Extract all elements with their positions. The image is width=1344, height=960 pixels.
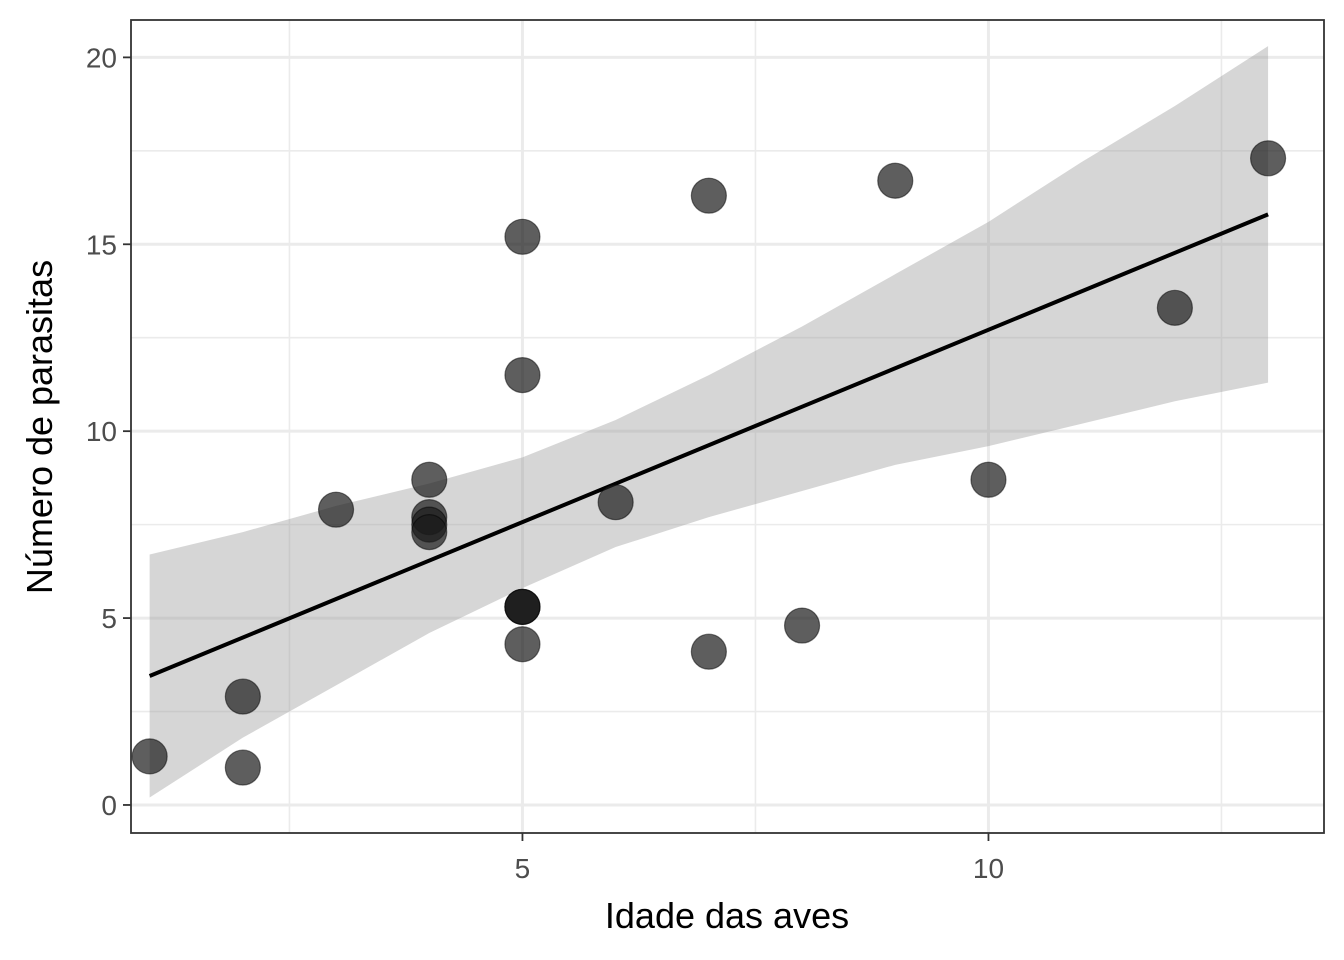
data-point	[131, 738, 168, 775]
data-point	[877, 162, 914, 199]
data-point	[317, 491, 355, 528]
data-point	[690, 177, 727, 214]
major-gridlines	[131, 20, 1324, 833]
plot-panel-border	[130, 19, 1325, 834]
x-axis: 5 10	[515, 833, 1004, 884]
y-tick-label: 0	[101, 790, 117, 821]
y-tick-label: 5	[101, 603, 117, 634]
data-point	[783, 607, 821, 644]
data-point	[1156, 289, 1193, 326]
regression-line	[148, 212, 1269, 678]
y-tick-label: 20	[86, 42, 117, 73]
plot-panel-background	[131, 20, 1324, 833]
data-point	[411, 461, 448, 498]
data-points	[131, 140, 1287, 786]
data-point	[504, 218, 541, 255]
x-axis-title: Idade das aves	[605, 895, 849, 936]
data-point	[504, 588, 541, 625]
y-axis-title: Número de parasitas	[19, 260, 60, 594]
data-point	[224, 678, 261, 715]
confidence-ribbon	[149, 46, 1269, 798]
data-point	[690, 633, 727, 670]
data-point	[504, 357, 541, 394]
y-tick-label: 10	[86, 416, 117, 447]
data-point	[597, 484, 634, 521]
data-point	[970, 461, 1007, 498]
regression-line-segment	[148, 212, 1269, 678]
data-point	[504, 626, 541, 663]
data-point	[224, 749, 261, 786]
y-tick-label: 15	[86, 229, 117, 260]
y-axis: 0 5 10 15 20	[86, 42, 131, 821]
data-point	[411, 513, 448, 551]
x-tick-label: 10	[973, 853, 1004, 884]
data-point	[1249, 140, 1287, 177]
x-tick-label: 5	[515, 853, 531, 884]
confidence-band	[149, 46, 1269, 798]
